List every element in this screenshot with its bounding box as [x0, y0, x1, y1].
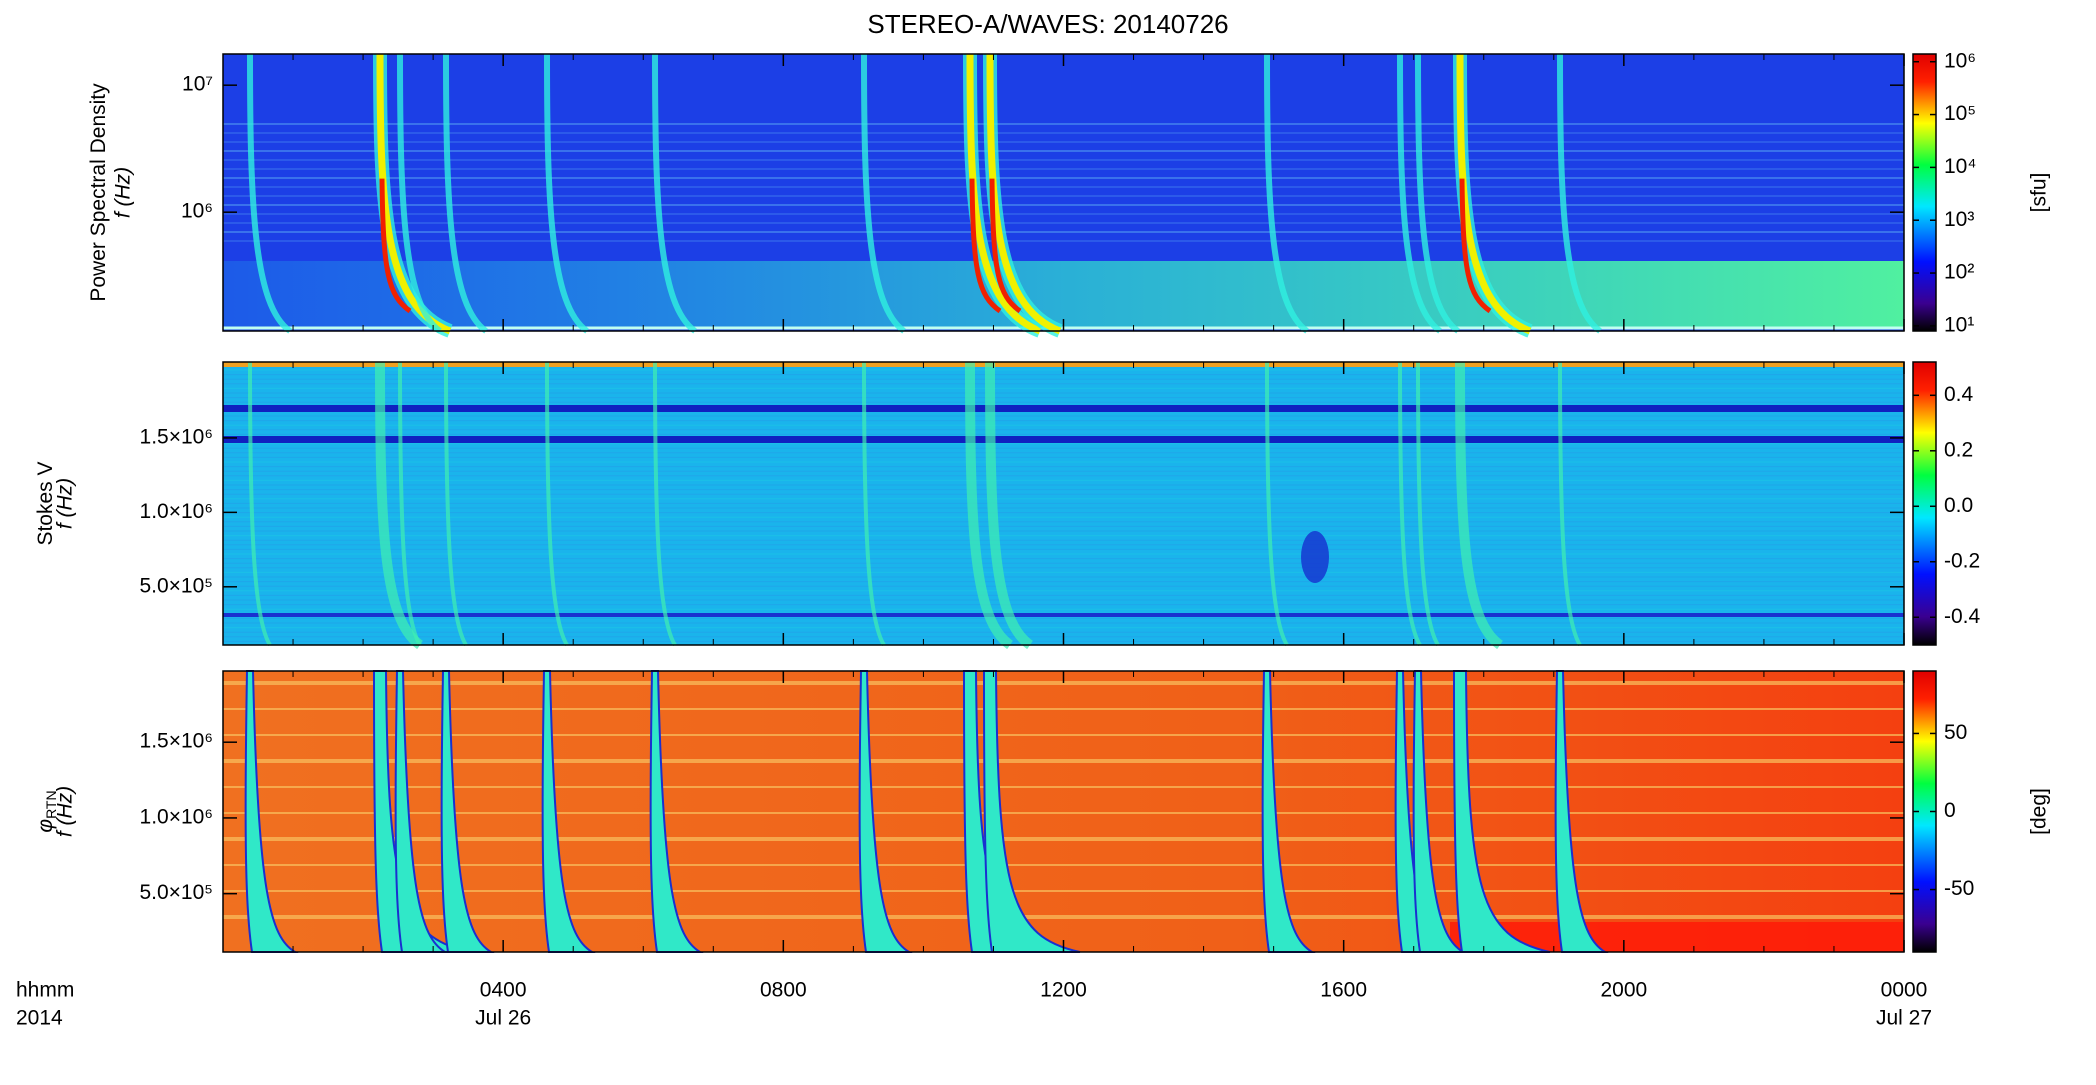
y-axis-label: Stokes V — [34, 461, 57, 545]
x-tick-label: 2000 — [1600, 979, 1647, 1002]
floor — [223, 261, 1904, 327]
x-tick-label: 1600 — [1320, 979, 1367, 1002]
burst-core — [986, 53, 1062, 335]
colorbar-tick-label: -50 — [1944, 877, 1974, 900]
y-tick-label: 10⁶ — [181, 200, 213, 223]
colorbar-tick-label: 50 — [1944, 721, 1967, 744]
burst — [1397, 53, 1442, 334]
burst — [444, 361, 468, 647]
colorbar-tick-label: 10⁶ — [1944, 49, 1976, 72]
panel — [222, 361, 1905, 650]
colorbar-tick-label: 0 — [1944, 799, 1956, 822]
burst — [443, 53, 488, 334]
burst-peak — [1459, 178, 1492, 314]
burst — [862, 361, 886, 647]
x-axis-label: hhmm — [16, 979, 74, 1002]
stripe — [223, 405, 1904, 412]
colorbar — [1912, 361, 1937, 646]
stripe — [223, 436, 1904, 443]
y-axis-label-text: φ — [34, 819, 57, 833]
y-tick-label: 5.0×10⁵ — [139, 574, 213, 597]
x-date-label: Jul 26 — [475, 1007, 531, 1030]
burst-core — [1456, 53, 1532, 335]
burst-core — [966, 53, 1042, 335]
burst — [375, 361, 424, 650]
colorbar-tick-label: 10³ — [1944, 208, 1974, 231]
burst-peak — [969, 178, 1002, 314]
colorbar-tick-label: 10⁵ — [1944, 102, 1976, 125]
colorbar-tick-label: 10² — [1944, 261, 1974, 284]
burst — [985, 361, 1034, 650]
burst — [1558, 361, 1582, 647]
burst — [397, 53, 442, 334]
burst — [1264, 53, 1309, 334]
burst — [1415, 53, 1460, 334]
colorbar-tick-label: -0.4 — [1944, 605, 1981, 628]
burst — [861, 53, 906, 334]
burst — [545, 361, 569, 647]
y-tick-label: 1.0×10⁶ — [140, 805, 213, 828]
panel — [222, 670, 1905, 953]
burst — [1557, 53, 1602, 334]
y-tick-label: 1.5×10⁶ — [140, 425, 213, 448]
spectrogram — [223, 671, 1904, 952]
y-axis-label-sub: RTN — [43, 790, 59, 819]
burst-peak — [379, 178, 412, 314]
y-tick-label: 5.0×10⁵ — [139, 881, 213, 904]
colorbar-label: [deg] — [2028, 788, 2051, 835]
y-axis-unit: f (Hz) — [54, 478, 77, 529]
y-axis-label-text: Stokes V — [34, 461, 57, 545]
burst — [544, 53, 589, 334]
burst — [1398, 361, 1422, 647]
burst — [965, 361, 1014, 650]
colorbar-tick-label: 10¹ — [1944, 313, 1974, 336]
burst — [247, 53, 292, 334]
burst — [1455, 361, 1504, 650]
colorbar-tick-label: 10⁴ — [1944, 155, 1976, 178]
burst — [1416, 361, 1440, 647]
x-date-label: Jul 27 — [1876, 1007, 1932, 1030]
patch — [1301, 531, 1329, 583]
burst — [248, 361, 272, 647]
panel — [222, 53, 1905, 338]
y-tick-label: 1.0×10⁶ — [140, 500, 213, 523]
burst — [652, 53, 697, 334]
y-axis-label-text: Power Spectral Density — [87, 83, 110, 302]
burst-peak — [989, 178, 1022, 314]
chart-title: STEREO-A/WAVES: 20140726 — [867, 9, 1228, 39]
colorbar-tick-label: 0.2 — [1944, 438, 1973, 461]
colorbar-label: [sfu] — [2028, 173, 2051, 213]
x-tick-label: 0000 — [1881, 979, 1928, 1002]
colorbar-tick-label: 0.0 — [1944, 494, 1973, 517]
burst — [398, 361, 422, 647]
colorbar-tick-label: 0.4 — [1944, 383, 1974, 406]
x-tick-label: 0400 — [480, 979, 527, 1002]
x-axis-label: 2014 — [16, 1007, 63, 1030]
burst — [1265, 361, 1289, 647]
x-tick-label: 1200 — [1040, 979, 1087, 1002]
y-axis-label: φRTN — [34, 790, 59, 832]
y-axis-unit: f (Hz) — [112, 167, 135, 218]
y-tick-label: 10⁷ — [182, 73, 213, 96]
y-tick-label: 1.5×10⁶ — [140, 730, 213, 753]
y-axis-unit: f (Hz) — [54, 786, 77, 837]
burst — [653, 361, 677, 647]
x-tick-label: 0800 — [760, 979, 807, 1002]
y-axis-label: Power Spectral Density — [87, 83, 110, 302]
colorbar — [1912, 53, 1937, 332]
stripe — [223, 613, 1904, 617]
colorbar-tick-label: -0.2 — [1944, 549, 1980, 572]
